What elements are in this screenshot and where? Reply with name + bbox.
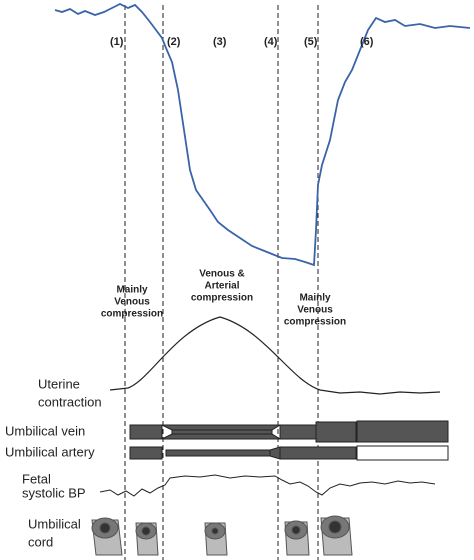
row-label: Umbilical vein	[5, 423, 85, 438]
bp-trace	[99, 474, 436, 497]
annotations: Mainly Venous compression Venous & Arter…	[101, 269, 346, 328]
heart-rate-trace	[54, 2, 471, 267]
annotation: compression	[191, 293, 253, 304]
annotation: Venous	[297, 305, 333, 316]
phase-label: (5)	[304, 36, 318, 48]
row-label: Fetal	[22, 471, 51, 486]
row-label: Umbilical	[28, 516, 81, 531]
annotation: Mainly	[116, 285, 148, 296]
row-label: Uterine	[38, 376, 80, 391]
annotation: Mainly	[299, 293, 331, 304]
phase-label: (4)	[264, 36, 278, 48]
phase-label: (3)	[213, 36, 227, 48]
cord-icons	[91, 515, 353, 556]
annotation: Venous	[114, 297, 150, 308]
phase-label: (6)	[360, 36, 374, 48]
phase-dividers	[124, 5, 319, 560]
artery-bar	[129, 445, 449, 461]
annotation: Arterial	[204, 281, 239, 292]
row-label: systolic BP	[22, 485, 86, 500]
vein-bar	[129, 420, 449, 443]
row-label: cord	[28, 534, 53, 549]
contraction-curve	[109, 316, 441, 395]
row-label: Umbilical artery	[5, 444, 95, 459]
annotation: compression	[284, 317, 346, 328]
annotation: compression	[101, 309, 163, 320]
phase-label: (1)	[110, 36, 124, 48]
phase-label: (2)	[167, 36, 181, 48]
annotation: Venous &	[199, 269, 245, 280]
phase-labels: (1) (2) (3) (4) (5) (6)	[110, 36, 374, 48]
row-label: contraction	[38, 394, 102, 409]
